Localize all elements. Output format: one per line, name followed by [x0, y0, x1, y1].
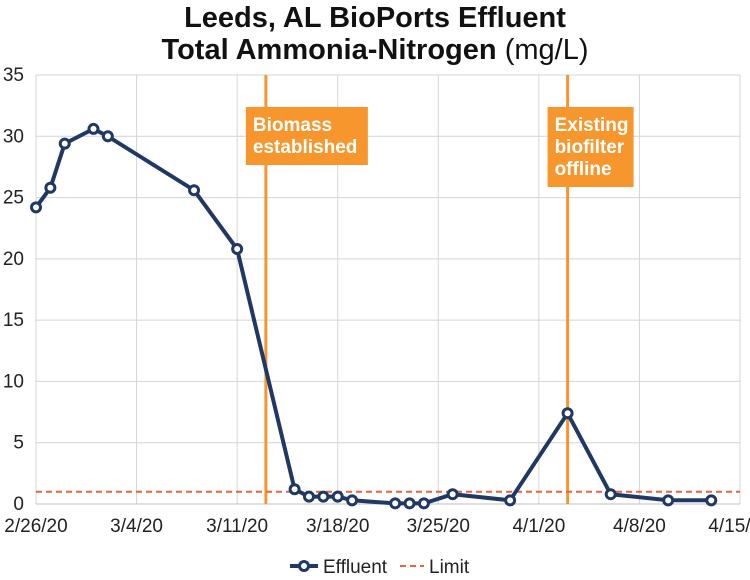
legend-limit-label: Limit — [429, 557, 470, 578]
effluent-point — [44, 181, 57, 194]
legend-effluent-label: Effluent — [323, 557, 388, 578]
y-tick-label: 25 — [3, 188, 24, 209]
annotation-text: biofilter — [555, 137, 625, 158]
y-tick-label: 5 — [13, 433, 24, 454]
effluent-point — [417, 497, 430, 510]
effluent-point — [346, 494, 359, 507]
y-tick-label: 15 — [3, 310, 24, 331]
effluent-point — [317, 490, 330, 503]
effluent-point — [504, 494, 517, 507]
effluent-point — [188, 184, 201, 197]
y-tick-label: 30 — [3, 126, 24, 147]
y-tick-label: 0 — [13, 494, 24, 515]
y-tick-label: 10 — [3, 371, 24, 392]
annotation-text: Biomass — [253, 115, 332, 136]
chart-title: Leeds, AL BioPorts Effluent — [184, 2, 566, 34]
chart-subtitle: Total Ammonia-Nitrogen — [161, 34, 497, 66]
effluent-point — [30, 201, 42, 214]
effluent-point — [604, 488, 617, 501]
effluent-point — [58, 137, 71, 150]
annotation-text: Existing — [555, 115, 629, 136]
effluent-point — [101, 130, 114, 143]
x-tick-label: 4/8/20 — [613, 516, 666, 537]
effluent-point — [231, 243, 244, 256]
effluent-point — [288, 483, 301, 496]
x-tick-label: 3/25/20 — [407, 516, 470, 537]
x-tick-label: 2/26/20 — [4, 516, 67, 537]
x-tick-label: 4/15/20 — [708, 516, 750, 537]
legend-effluent-marker — [298, 560, 310, 572]
effluent-point — [331, 490, 344, 503]
effluent-point — [302, 490, 315, 503]
effluent-point — [87, 122, 100, 135]
chart-subtitle-line: Total Ammonia-Nitrogen (mg/L) — [0, 34, 750, 66]
effluent-point — [705, 494, 718, 507]
effluent-point — [561, 407, 574, 420]
x-tick-label: 4/1/20 — [512, 516, 565, 537]
x-tick-label: 3/11/20 — [206, 516, 268, 537]
effluent-point — [662, 494, 675, 507]
effluent-point — [446, 488, 459, 501]
x-tick-label: 3/18/20 — [306, 516, 369, 537]
chart-title-block: Leeds, AL BioPorts Effluent Total Ammoni… — [0, 2, 750, 66]
annotation-text: offline — [555, 159, 612, 180]
y-tick-label: 35 — [3, 65, 24, 86]
y-tick-label: 20 — [3, 249, 24, 270]
effluent-point — [403, 497, 416, 510]
annotation-text: established — [253, 137, 358, 158]
chart-unit: (mg/L) — [504, 34, 589, 66]
annotation-box — [547, 107, 634, 187]
annotation-box — [245, 107, 368, 165]
x-tick-label: 3/4/20 — [110, 516, 163, 537]
effluent-point — [389, 497, 402, 510]
